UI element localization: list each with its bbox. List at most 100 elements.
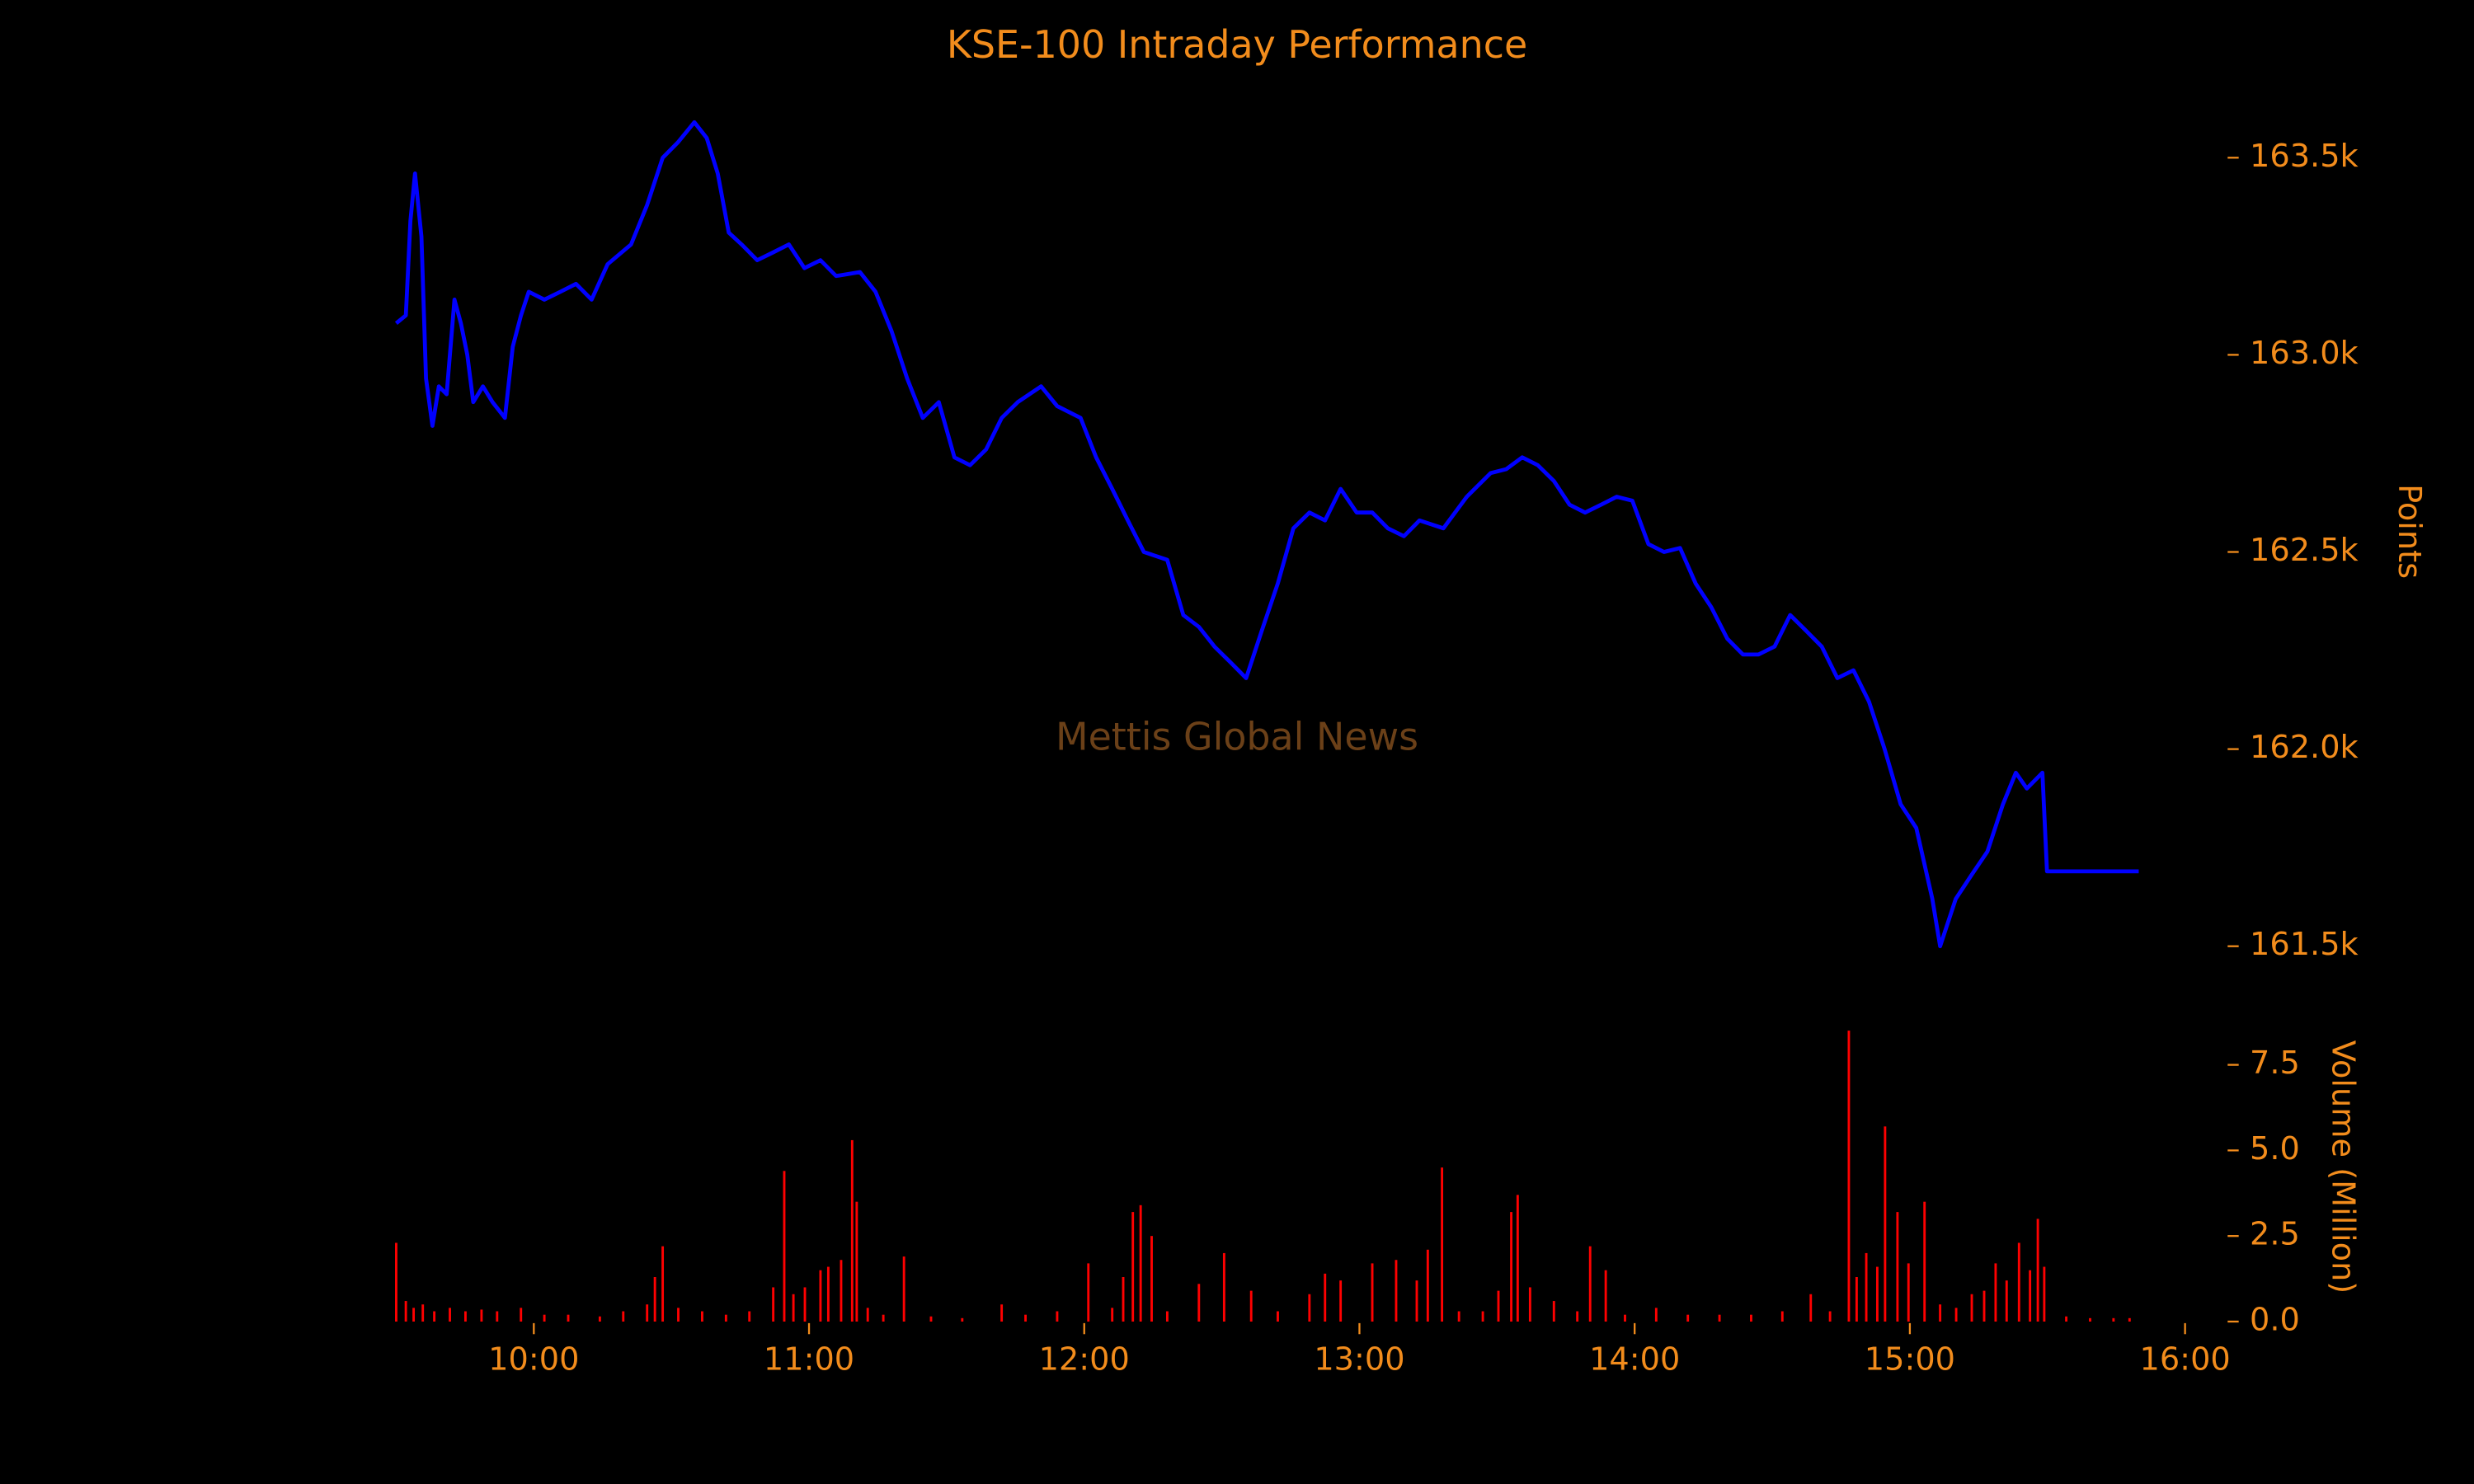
volume-bar [1339, 1280, 1343, 1322]
volume-bar [421, 1304, 425, 1322]
y-tick-label: 162.0k [2250, 729, 2359, 766]
volume-bar [1308, 1294, 1311, 1322]
volume-bar [1528, 1287, 1531, 1322]
volume-bar [1780, 1311, 1784, 1322]
volume-bar [961, 1317, 964, 1322]
volume-bar [1624, 1314, 1626, 1322]
volume-bar [792, 1294, 795, 1322]
volume-bar [826, 1266, 830, 1322]
volume-bar [567, 1314, 570, 1322]
volume-bar [1865, 1252, 1868, 1322]
volume-bar [783, 1171, 786, 1322]
volume-bar [1056, 1311, 1059, 1322]
volume-bar [677, 1308, 680, 1322]
volume-bar [2043, 1266, 2046, 1322]
volume-bar [748, 1311, 751, 1322]
volume-bar [1686, 1314, 1690, 1322]
volume-bar [1277, 1311, 1279, 1322]
volume-bar [1165, 1311, 1169, 1322]
y2-axis-label: Volume (Million) [2325, 1040, 2362, 1294]
volume-bar [1588, 1246, 1592, 1322]
volume-bar [653, 1277, 656, 1322]
volume-bar [2065, 1316, 2068, 1322]
volume-bar [866, 1308, 869, 1322]
watermark: Mettis Global News [1056, 715, 1418, 759]
volume-bar [1510, 1212, 1513, 1322]
volume-bar [1481, 1311, 1484, 1322]
volume-bar [1855, 1277, 1858, 1322]
volume-bar [929, 1316, 933, 1322]
volume-bar [724, 1314, 727, 1322]
y2-tick-label: 0.0 [2250, 1301, 2300, 1338]
volume-bar [1970, 1294, 1973, 1322]
volume-bar [1426, 1249, 1429, 1322]
price-line [394, 120, 2139, 949]
volume-bar [2017, 1242, 2020, 1322]
volume-bar [622, 1311, 625, 1322]
volume-bar [2029, 1270, 2032, 1322]
volume-bar [902, 1256, 905, 1322]
y2-tick-label: 5.0 [2250, 1130, 2300, 1167]
y-tick-label: 163.5k [2250, 138, 2359, 175]
volume-bar [850, 1139, 854, 1322]
volume-bar [1884, 1126, 1887, 1322]
volume-bar [1139, 1205, 1142, 1322]
volume-bar [1395, 1260, 1398, 1322]
volume-bar [1457, 1311, 1460, 1322]
volume-bar [598, 1316, 601, 1322]
volume-bar [1875, 1266, 1879, 1322]
volume-bar [840, 1260, 843, 1322]
volume-bar [855, 1201, 858, 1322]
volume-bar [1122, 1277, 1125, 1322]
volume-bar [772, 1287, 775, 1322]
volume-bar [1441, 1167, 1444, 1322]
volume-bar [404, 1301, 407, 1322]
volume-bar [819, 1270, 822, 1322]
volume-bar [1847, 1031, 1851, 1322]
volume-bar [480, 1309, 483, 1322]
volume-bar [803, 1287, 807, 1322]
y2-tick-label: 7.5 [2250, 1045, 2300, 1082]
volume-bar [520, 1308, 523, 1322]
volume-bar [433, 1311, 436, 1322]
volume-bar [1982, 1290, 1986, 1322]
volume-bar [496, 1311, 499, 1322]
volume-bar [700, 1311, 703, 1322]
x-tick-label: 12:00 [1039, 1341, 1130, 1378]
volume-bar [1604, 1270, 1607, 1322]
volume-bar [1654, 1308, 1658, 1322]
y-tick-label: 162.5k [2250, 532, 2359, 569]
volume-bar [1024, 1314, 1027, 1322]
volume-bar [1718, 1314, 1721, 1322]
volume-bar [2112, 1317, 2115, 1322]
volume-bar [395, 1242, 397, 1322]
volume-bar [412, 1308, 416, 1322]
volume-bar [1552, 1301, 1555, 1322]
volume-bar [1197, 1284, 1201, 1322]
volume-bar [1324, 1273, 1327, 1322]
volume-bar [1809, 1294, 1813, 1322]
volume-bar [2089, 1317, 2091, 1322]
volume-bar [1371, 1263, 1374, 1322]
volume-bar [449, 1308, 451, 1322]
volume-bar [543, 1314, 546, 1322]
volume-bar [1497, 1290, 1500, 1322]
volume-bar [1750, 1314, 1752, 1322]
volume-bar [1131, 1212, 1135, 1322]
volume-bar [882, 1314, 885, 1322]
volume-bar [463, 1311, 467, 1322]
volume-bar [1994, 1263, 1997, 1322]
volume-bar [1516, 1195, 1519, 1322]
volume-bar [1828, 1311, 1832, 1322]
x-tick-label: 14:00 [1589, 1341, 1680, 1378]
x-tick-label: 16:00 [2140, 1341, 2231, 1378]
y-tick-label: 163.0k [2250, 335, 2359, 372]
volume-bar [646, 1304, 649, 1322]
volume-bar [2128, 1317, 2131, 1322]
volume-bar [1923, 1201, 1926, 1322]
chart-title: KSE-100 Intraday Performance [947, 22, 1527, 67]
volume-bar [2005, 1280, 2008, 1322]
